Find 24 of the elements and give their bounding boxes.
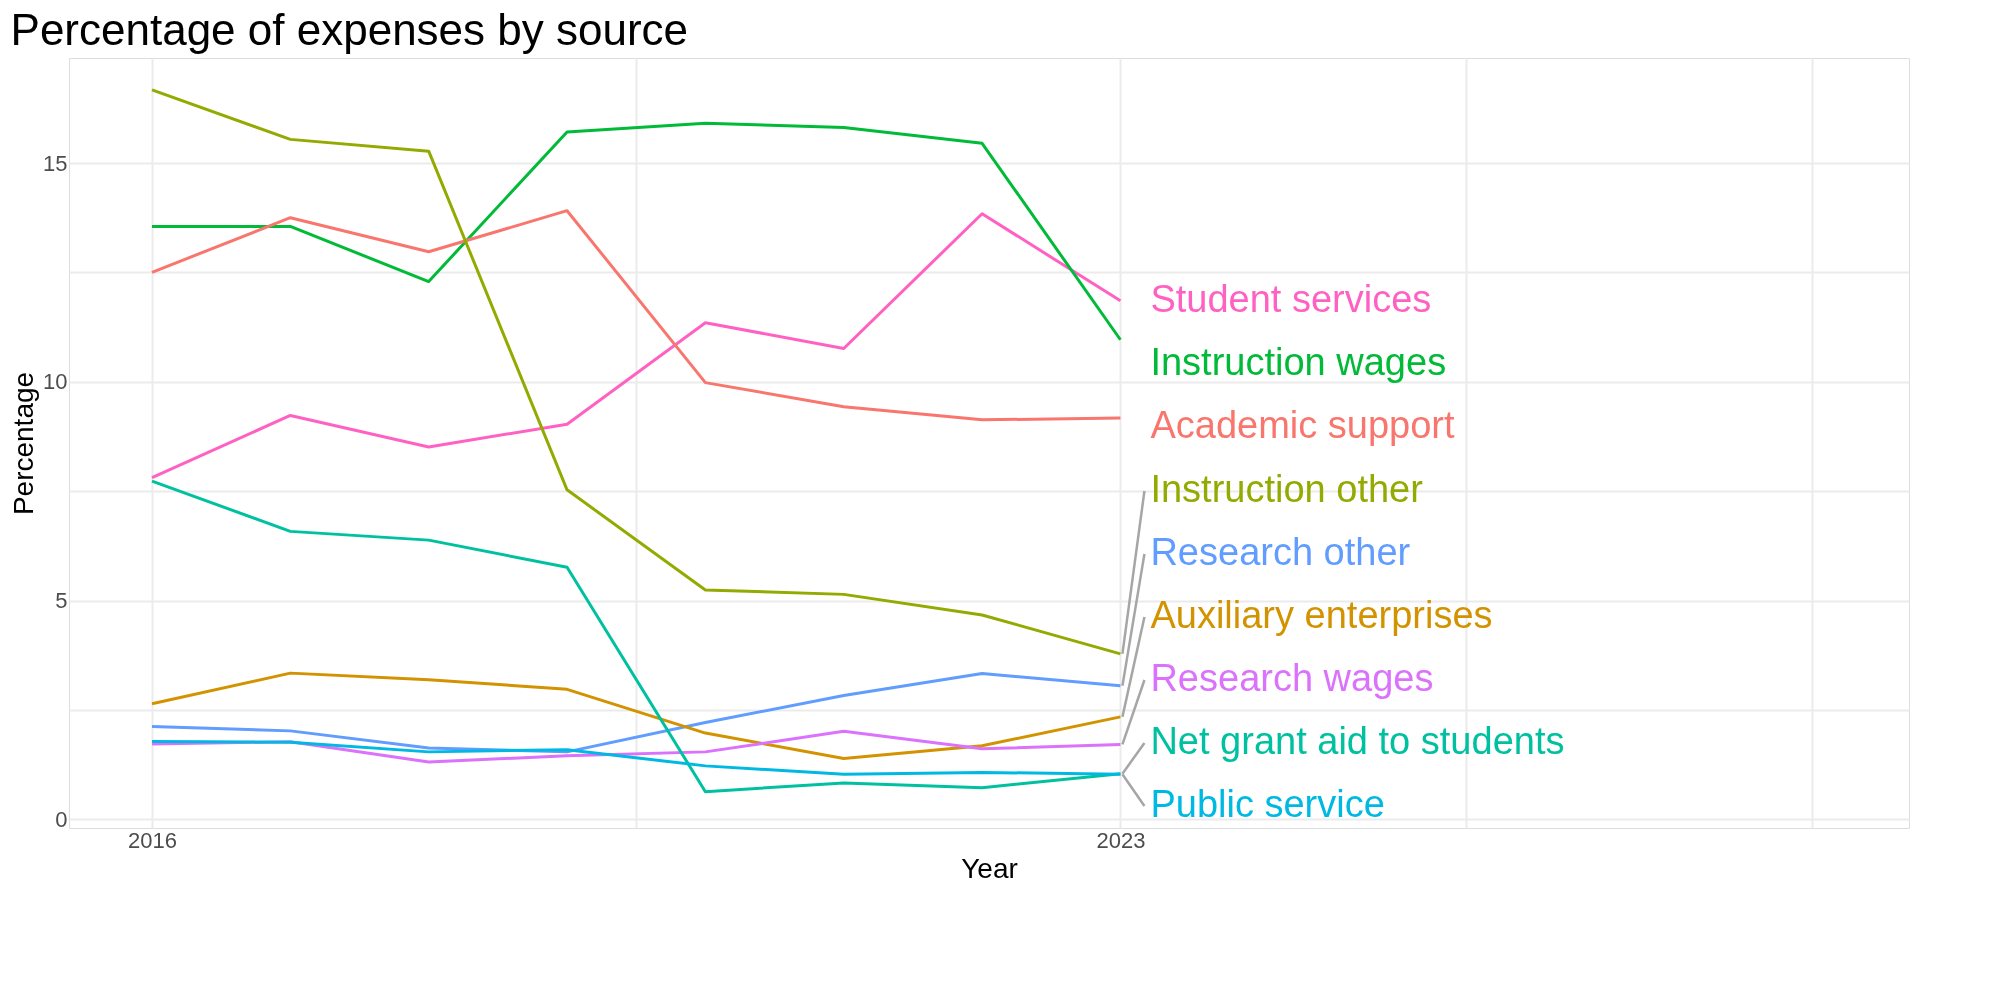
line-series [150,479,1122,794]
series-label: Net grant aid to students [1150,720,1565,762]
text: Instruction other [1150,468,1424,510]
line-series [150,739,1122,776]
x-axis-title: Year [961,852,1018,884]
y-tick-label: 15 [43,150,68,176]
line-series [150,212,1122,480]
y-tick-label: 0 [55,806,68,832]
series-label: Public service [1150,783,1385,825]
series-label: Instruction wages [1150,340,1447,383]
text: Auxiliary enterprises [1150,594,1493,636]
x-tick-label: 2016 [128,827,177,853]
line-series [150,209,1122,422]
chart-title: Percentage of expenses by source [10,5,689,54]
text: Research other [1150,531,1411,573]
line-series [150,121,1122,342]
x-tick-label: 2023 [1096,827,1146,853]
series-label: Research wages [1150,657,1434,699]
y-tick-label: 5 [55,588,68,613]
series-label: Student services [1150,277,1432,320]
line-series [150,88,1122,656]
y-tick-label: 10 [43,369,68,395]
series-label: Academic support [1150,403,1456,446]
y-axis-title: Percentage [8,371,40,516]
